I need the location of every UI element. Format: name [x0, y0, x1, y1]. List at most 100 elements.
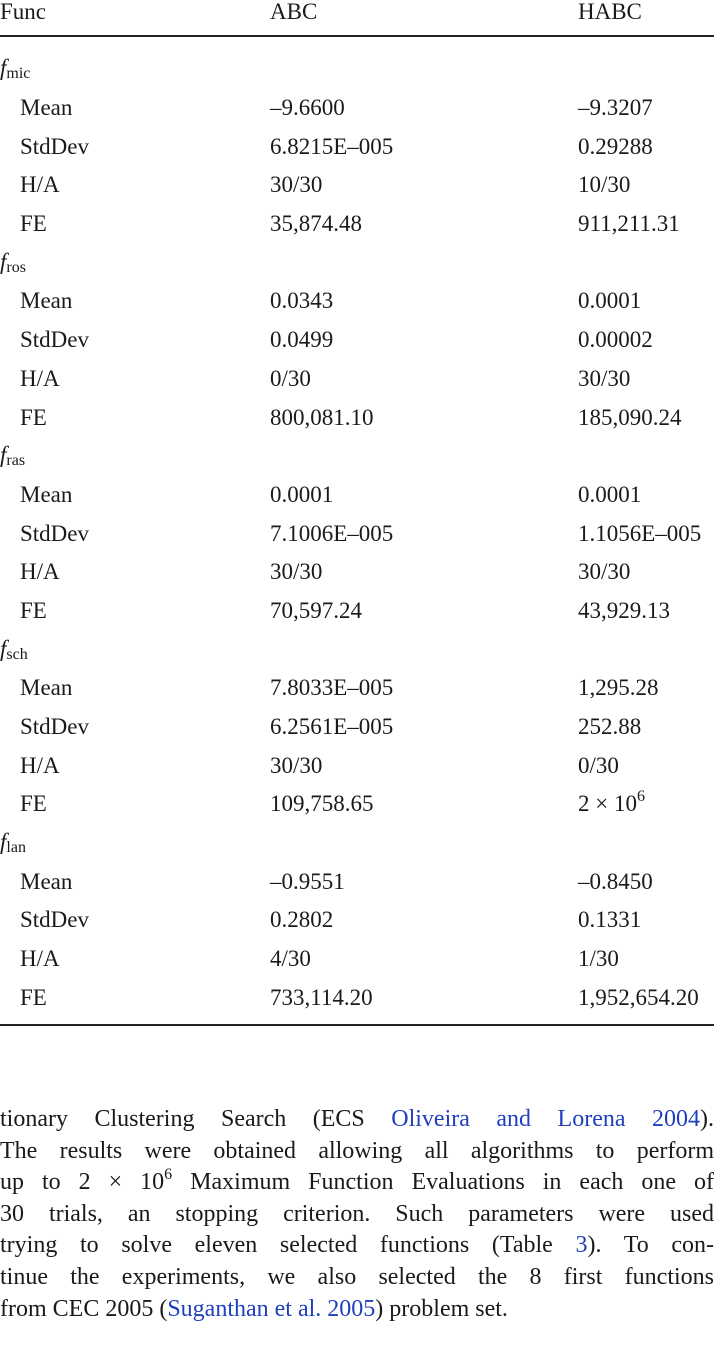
row-label: H/A — [20, 559, 60, 585]
row-label: Mean — [20, 95, 73, 121]
group-row: fsch — [0, 630, 714, 669]
data-row: Mean 0.0001 0.0001 — [0, 476, 714, 515]
row-label: StdDev — [20, 520, 89, 546]
cell-value: 733,114.20 — [270, 984, 373, 1010]
cell-value: 6.2561E–005 — [270, 714, 394, 740]
cell-value: 800,081.10 — [270, 404, 374, 430]
cell-value: 0.0001 — [578, 481, 642, 507]
data-row: H/A 30/30 0/30 — [0, 746, 714, 785]
cell-value: 70,597.24 — [270, 597, 362, 623]
function-name: fros — [0, 249, 26, 277]
text-run: The results were obtained allowing all a… — [0, 1137, 714, 1164]
text-run: up to 2 × 10 — [0, 1169, 165, 1196]
function-symbol: f — [0, 248, 7, 274]
cell-value: 1,295.28 — [578, 675, 659, 701]
row-label: Mean — [20, 868, 73, 894]
cell-value: –0.9551 — [270, 868, 345, 894]
data-row: H/A 30/30 30/30 — [0, 553, 714, 592]
cell-value: –0.8450 — [578, 868, 653, 894]
cell-value: 7.8033E–005 — [270, 675, 394, 701]
row-label: FE — [20, 791, 47, 817]
cell-value: 1/30 — [578, 946, 619, 972]
data-row: FE 35,874.48 911,211.31 — [0, 205, 714, 244]
row-label: Mean — [20, 675, 73, 701]
table-body: fmic Mean –9.6600 –9.3207 StdDev 6.8215E–005 0… — [0, 37, 714, 1027]
data-row: StdDev 6.2561E–005 252.88 — [0, 708, 714, 747]
data-row: Mean 7.8033E–005 1,295.28 — [0, 669, 714, 708]
data-row: Mean –9.6600 –9.3207 — [0, 89, 714, 128]
cell-value: 6.8215E–005 — [270, 133, 394, 159]
cell-value: 185,090.24 — [578, 404, 682, 430]
function-name: flan — [0, 829, 26, 857]
text-line: from CEC 2005 (Suganthan et al. 2005) pr… — [0, 1294, 714, 1326]
function-name: fras — [0, 442, 25, 470]
header-cell: Func — [0, 0, 46, 24]
row-label: StdDev — [20, 907, 89, 933]
group-row: fras — [0, 437, 714, 476]
data-row: H/A 4/30 1/30 — [0, 940, 714, 979]
cell-value: 30/30 — [270, 172, 323, 198]
cell-value: 0.1331 — [578, 907, 642, 933]
cell-value: 109,758.65 — [270, 791, 374, 817]
cell-value: 30/30 — [578, 559, 631, 585]
data-row: StdDev 0.2802 0.1331 — [0, 901, 714, 940]
group-row: flan — [0, 824, 714, 863]
row-label: H/A — [20, 752, 60, 778]
row-label: FE — [20, 404, 47, 430]
cell-value: 0/30 — [270, 365, 311, 391]
row-label: H/A — [20, 365, 60, 391]
cell-value: 0/30 — [578, 752, 619, 778]
cell-value: 0.0001 — [270, 481, 334, 507]
function-subscript: ras — [6, 452, 26, 470]
power-base: 2 × 10 — [578, 791, 637, 817]
cell-value: 30/30 — [578, 365, 631, 391]
row-label: H/A — [20, 172, 60, 198]
text-run: Maximum Function Evaluations in each one… — [172, 1169, 714, 1196]
text-line: tinue the experiments, we also selected … — [0, 1262, 714, 1294]
data-row: FE 733,114.20 1,952,654.20 — [0, 979, 714, 1018]
cell-value: 0.0343 — [270, 288, 334, 314]
cell-value: 0.2802 — [270, 907, 334, 933]
header-cell: ABC — [270, 0, 318, 24]
cell-value: 1,952,654.20 — [578, 984, 699, 1010]
function-symbol: f — [0, 635, 7, 661]
text-line: tionary Clustering Search (ECS Oliveira … — [0, 1104, 714, 1136]
text-run: from CEC 2005 ( — [0, 1295, 168, 1322]
data-row: H/A 30/30 10/30 — [0, 166, 714, 205]
data-row: Mean 0.0343 0.0001 — [0, 282, 714, 321]
cell-value: 10/30 — [578, 172, 631, 198]
function-subscript: ros — [6, 258, 26, 276]
function-subscript: lan — [6, 839, 26, 857]
cell-value: –9.6600 — [270, 95, 345, 121]
text-line: up to 2 × 106 Maximum Function Evaluatio… — [0, 1167, 714, 1199]
text-line: 30 trials, an stopping criterion. Such p… — [0, 1199, 714, 1231]
row-label: FE — [20, 211, 47, 237]
row-label: Mean — [20, 288, 73, 314]
citation-link[interactable]: Suganthan et al. 2005 — [167, 1295, 376, 1322]
cell-value: 252.88 — [578, 714, 642, 740]
power-exponent: 6 — [636, 788, 645, 806]
data-row: FE 800,081.10 185,090.24 — [0, 398, 714, 437]
header-cell: HABC — [578, 0, 642, 24]
row-label: StdDev — [20, 133, 89, 159]
cell-value: 7.1006E–005 — [270, 520, 394, 546]
cell-value: 1.1056E–005 — [578, 520, 702, 546]
function-subscript: mic — [6, 65, 31, 83]
row-label: StdDev — [20, 327, 89, 353]
group-row: fmic — [0, 50, 714, 89]
cell-value: 911,211.31 — [578, 211, 680, 237]
text-run: tinue the experiments, we also selected … — [0, 1263, 714, 1290]
data-row: StdDev 0.0499 0.00002 — [0, 321, 714, 360]
data-row: FE 70,597.24 43,929.13 — [0, 592, 714, 631]
cell-value: 0.29288 — [578, 133, 653, 159]
citation-link[interactable]: 3 — [575, 1232, 588, 1259]
cell-value: 30/30 — [270, 752, 323, 778]
citation-link[interactable]: Oliveira and Lorena 2004 — [391, 1106, 700, 1132]
superscript: 6 — [164, 1166, 173, 1184]
cell-value: 30/30 — [270, 559, 323, 585]
function-name: fsch — [0, 636, 28, 664]
row-label: FE — [20, 597, 47, 623]
data-row: H/A 0/30 30/30 — [0, 360, 714, 399]
row-label: H/A — [20, 946, 60, 972]
